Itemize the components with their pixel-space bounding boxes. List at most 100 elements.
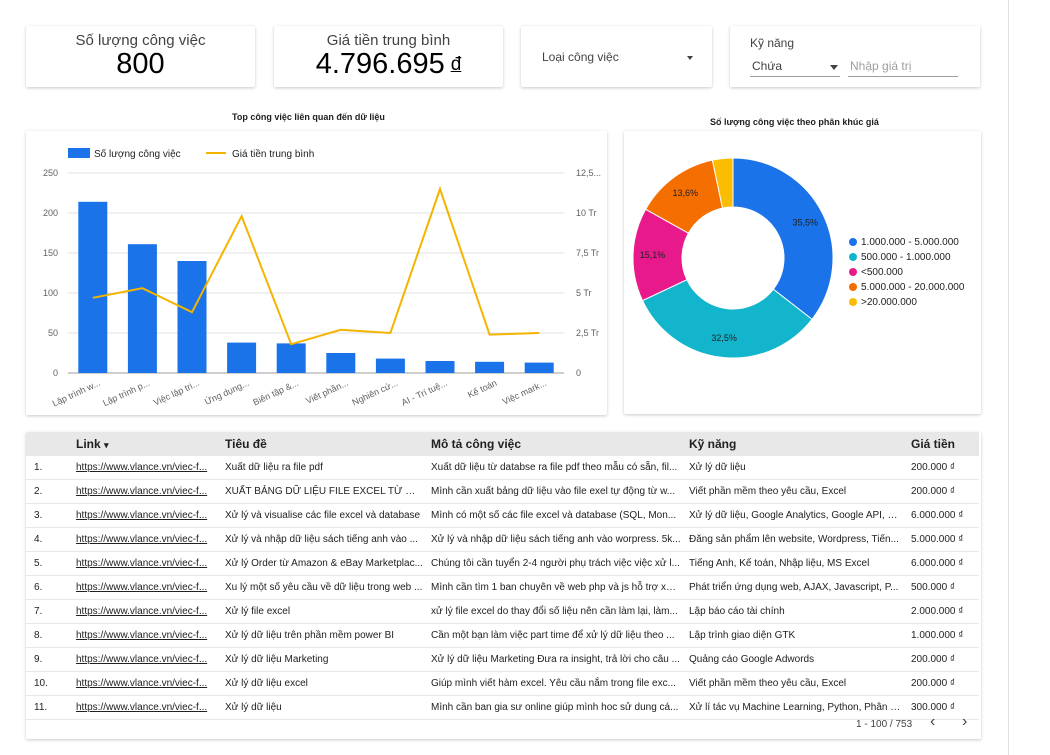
x-tick-label: Biên tập &... xyxy=(251,378,300,408)
job-skills: Viết phần mềm theo yêu cầu, Excel xyxy=(685,479,907,504)
slice-label: 35,5% xyxy=(793,218,819,228)
table-row[interactable]: 11. https://www.vlance.vn/viec-f... Xử lý … xyxy=(26,695,979,720)
job-link[interactable]: https://www.vlance.vn/viec-f... xyxy=(72,479,221,504)
bar xyxy=(276,343,306,373)
slice-label: 15,1% xyxy=(640,250,666,260)
job-skills: Phát triển ứng dụng web, AJAX, Javascrip… xyxy=(685,575,907,600)
operator-dropdown[interactable]: Chứa xyxy=(750,56,840,77)
job-link[interactable]: https://www.vlance.vn/viec-f... xyxy=(72,456,221,480)
slice-label: 13,6% xyxy=(673,188,699,198)
legend-dot xyxy=(849,298,857,306)
job-skills: Xử lý dữ liệu, Google Analytics, Google … xyxy=(685,503,907,528)
job-link[interactable]: https://www.vlance.vn/viec-f... xyxy=(72,695,221,720)
row-index: 11. xyxy=(26,695,72,720)
job-link[interactable]: https://www.vlance.vn/viec-f... xyxy=(72,647,221,672)
job-link[interactable]: https://www.vlance.vn/viec-f... xyxy=(72,527,221,552)
job-price: 2.000.000 ₫ xyxy=(907,599,979,624)
row-index: 8. xyxy=(26,623,72,648)
x-tick-label: Ứng dụng... xyxy=(203,378,250,407)
column-header-price[interactable]: Giá tiền xyxy=(907,432,979,456)
job-description: Cần một bạn làm việc part time để xử lý … xyxy=(427,623,685,648)
job-link[interactable]: https://www.vlance.vn/viec-f... xyxy=(72,599,221,624)
legend-label: 1.000.000 - 5.000.000 xyxy=(861,237,959,248)
chevron-down-icon xyxy=(830,65,838,70)
bar xyxy=(475,361,505,373)
table-row[interactable]: 2. https://www.vlance.vn/viec-f... XUẤT BẢ… xyxy=(26,479,979,504)
legend-swatch-bar xyxy=(68,148,90,158)
x-tick-label: Viết phần... xyxy=(304,378,349,406)
next-page-button[interactable]: › xyxy=(962,713,968,730)
job-description: Giúp mình viết hàm excel. Yêu cầu nắm tr… xyxy=(427,671,685,696)
y-tick-label: 50 xyxy=(48,328,58,338)
table-row[interactable]: 10. https://www.vlance.vn/viec-f... Xử lý … xyxy=(26,671,979,696)
row-index: 3. xyxy=(26,503,72,528)
job-skills: Lập trình giao diện GTK xyxy=(685,623,907,648)
column-header-description[interactable]: Mô tả công việc xyxy=(427,432,685,456)
skills-filter: Kỹ năng Chứa Nhập giá trị xyxy=(730,26,980,87)
y-tick-label: 200 xyxy=(43,208,58,218)
job-skills: Lập báo cáo tài chính xyxy=(685,599,907,624)
y-tick-label: 0 xyxy=(53,368,58,378)
job-description: Chúng tôi cần tuyển 2-4 người phụ trách … xyxy=(427,551,685,576)
job-description: xử lý file excel do thay đổi số liệu nên… xyxy=(427,599,685,624)
job-description: Mình cần xuất bảng dữ liệu vào file exel… xyxy=(427,479,685,504)
job-link[interactable]: https://www.vlance.vn/viec-f... xyxy=(72,623,221,648)
bar xyxy=(78,201,108,373)
table-row[interactable]: 8. https://www.vlance.vn/viec-f... Xử lý d… xyxy=(26,623,979,648)
job-type-filter[interactable]: Loại công việc xyxy=(521,26,712,87)
legend-dot xyxy=(849,268,857,276)
pie-slice xyxy=(732,157,834,320)
job-title: Xử lý file excel xyxy=(221,599,427,624)
column-header-link[interactable]: Link ▾ xyxy=(72,432,221,456)
table-header-row: Link ▾ Tiêu đề Mô tả công việc Kỹ năng G… xyxy=(26,432,979,456)
skills-value-input[interactable]: Nhập giá trị xyxy=(848,56,958,77)
pie-slice xyxy=(711,157,734,209)
table-row[interactable]: 9. https://www.vlance.vn/viec-f... Xử lý d… xyxy=(26,647,979,672)
y2-tick-label: 7,5 Tr xyxy=(576,248,599,258)
bar xyxy=(127,244,157,373)
x-tick-label: Việc mark... xyxy=(501,378,548,407)
job-skills: Viết phần mềm theo yêu cầu, Excel xyxy=(685,671,907,696)
column-header-title[interactable]: Tiêu đề xyxy=(221,432,427,456)
bar-chart-title: Top công việc liên quan đến dữ liệu xyxy=(232,112,385,122)
pie-chart-title: Số lượng công việc theo phân khúc giá xyxy=(710,117,879,127)
job-title: Xử lý dữ liệu trên phần mềm power BI xyxy=(221,623,427,648)
bar-chart-card: 0 50 100 150 200 250 0 2,5 Tr 5 Tr 7,5 Tr 10 Tr 12,… xyxy=(26,131,607,415)
y2-tick-label: 2,5 Tr xyxy=(576,328,599,338)
row-index: 6. xyxy=(26,575,72,600)
job-link[interactable]: https://www.vlance.vn/viec-f... xyxy=(72,671,221,696)
job-description: Xử lý và nhập dữ liệu sách tiếng anh vào… xyxy=(427,527,685,552)
legend-label: 500.000 - 1.000.000 xyxy=(861,252,951,263)
job-price: 1.000.000 ₫ xyxy=(907,623,979,648)
operator-value: Chứa xyxy=(752,59,783,73)
job-title: Xử lý dữ liệu excel xyxy=(221,671,427,696)
job-description: Mình cần tìm 1 ban chuyên về web php và … xyxy=(427,575,685,600)
job-link[interactable]: https://www.vlance.vn/viec-f... xyxy=(72,575,221,600)
table-row[interactable]: 5. https://www.vlance.vn/viec-f... Xử lý O… xyxy=(26,551,979,576)
legend-dot xyxy=(849,283,857,291)
table-row[interactable]: 7. https://www.vlance.vn/viec-f... Xử lý f… xyxy=(26,599,979,624)
table-row[interactable]: 4. https://www.vlance.vn/viec-f... Xử lý v… xyxy=(26,527,979,552)
x-tick-label: Lập trình p... xyxy=(101,378,151,408)
bar xyxy=(177,261,207,373)
legend-label: <500.000 xyxy=(861,267,903,278)
prev-page-button[interactable]: ‹ xyxy=(930,713,936,730)
job-description: Mình cần ban gia sư online giúp mình hoc… xyxy=(427,695,685,720)
row-index: 9. xyxy=(26,647,72,672)
table-row[interactable]: 1. https://www.vlance.vn/viec-f... Xuất dữ… xyxy=(26,456,979,480)
sort-desc-icon: ▾ xyxy=(104,440,109,450)
skills-value-placeholder: Nhập giá trị xyxy=(850,59,912,73)
scorecard-job-count: Số lượng công việc 800 xyxy=(26,26,255,87)
scorecard-average-price: Giá tiền trung bình 4.796.695 đ xyxy=(274,26,503,87)
job-title: Xử lý dữ liệu xyxy=(221,695,427,720)
job-title: Xu lý một số yêu cầu về dữ liệu trong we… xyxy=(221,575,427,600)
job-price: 500.000 ₫ xyxy=(907,575,979,600)
legend-label: >20.000.000 xyxy=(861,297,917,308)
x-tick-label: Kế toán xyxy=(466,378,498,400)
job-price: 6.000.000 ₫ xyxy=(907,503,979,528)
job-link[interactable]: https://www.vlance.vn/viec-f... xyxy=(72,503,221,528)
table-row[interactable]: 6. https://www.vlance.vn/viec-f... Xu lý m… xyxy=(26,575,979,600)
job-link[interactable]: https://www.vlance.vn/viec-f... xyxy=(72,551,221,576)
table-row[interactable]: 3. https://www.vlance.vn/viec-f... Xử lý v… xyxy=(26,503,979,528)
column-header-skills[interactable]: Kỹ năng xyxy=(685,432,907,456)
